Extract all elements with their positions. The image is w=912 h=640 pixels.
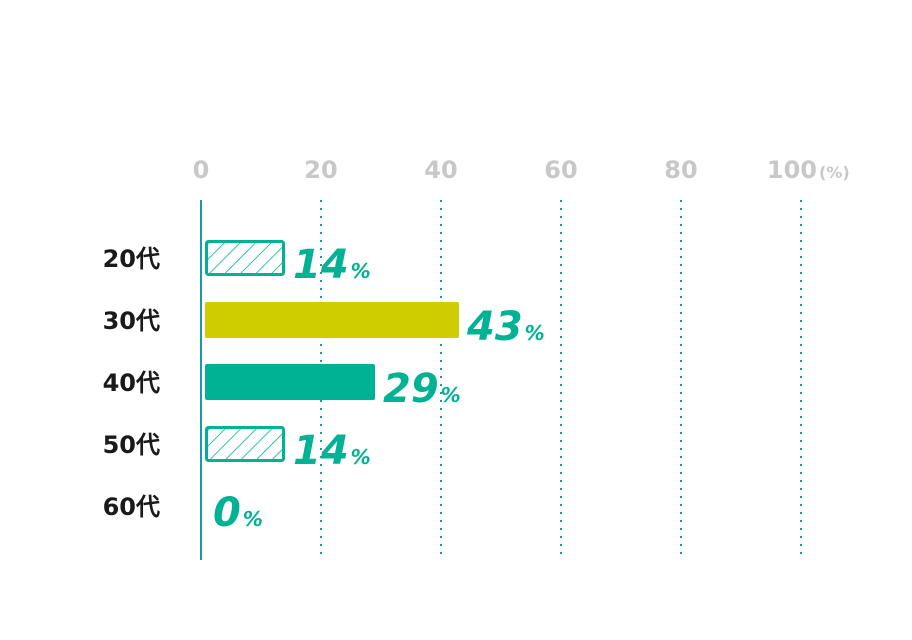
value-label-4: 14% [293,428,371,474]
bar-4 [205,426,285,462]
x-tick-label-40: 40 [424,156,457,184]
value-suffix-4: % [351,445,371,469]
category-label-1: 20代 [103,245,160,273]
x-tick-label-0: 0 [193,156,210,184]
value-suffix-2: % [525,321,545,345]
value-suffix-5: % [243,507,263,531]
bar-3 [205,364,375,400]
value-label-2: 43% [466,304,545,350]
category-label-2: 30代 [103,307,160,335]
x-tick-label-60: 60 [544,156,577,184]
bar-1 [205,240,285,276]
value-suffix-3: % [441,383,461,407]
category-label-4: 50代 [103,431,160,459]
x-tick-label-80: 80 [664,156,697,184]
bar-2 [205,302,459,338]
value-suffix-1: % [351,259,371,283]
category-label-5: 60代 [103,493,160,521]
x-axis-unit: (%) [819,163,850,182]
value-label-1: 14% [293,242,371,288]
x-tick-label-20: 20 [304,156,337,184]
x-tick-label-100: 100 [767,156,817,184]
value-label-3: 29% [383,366,461,412]
category-label-3: 40代 [103,369,160,397]
value-label-5: 0% [213,490,263,536]
